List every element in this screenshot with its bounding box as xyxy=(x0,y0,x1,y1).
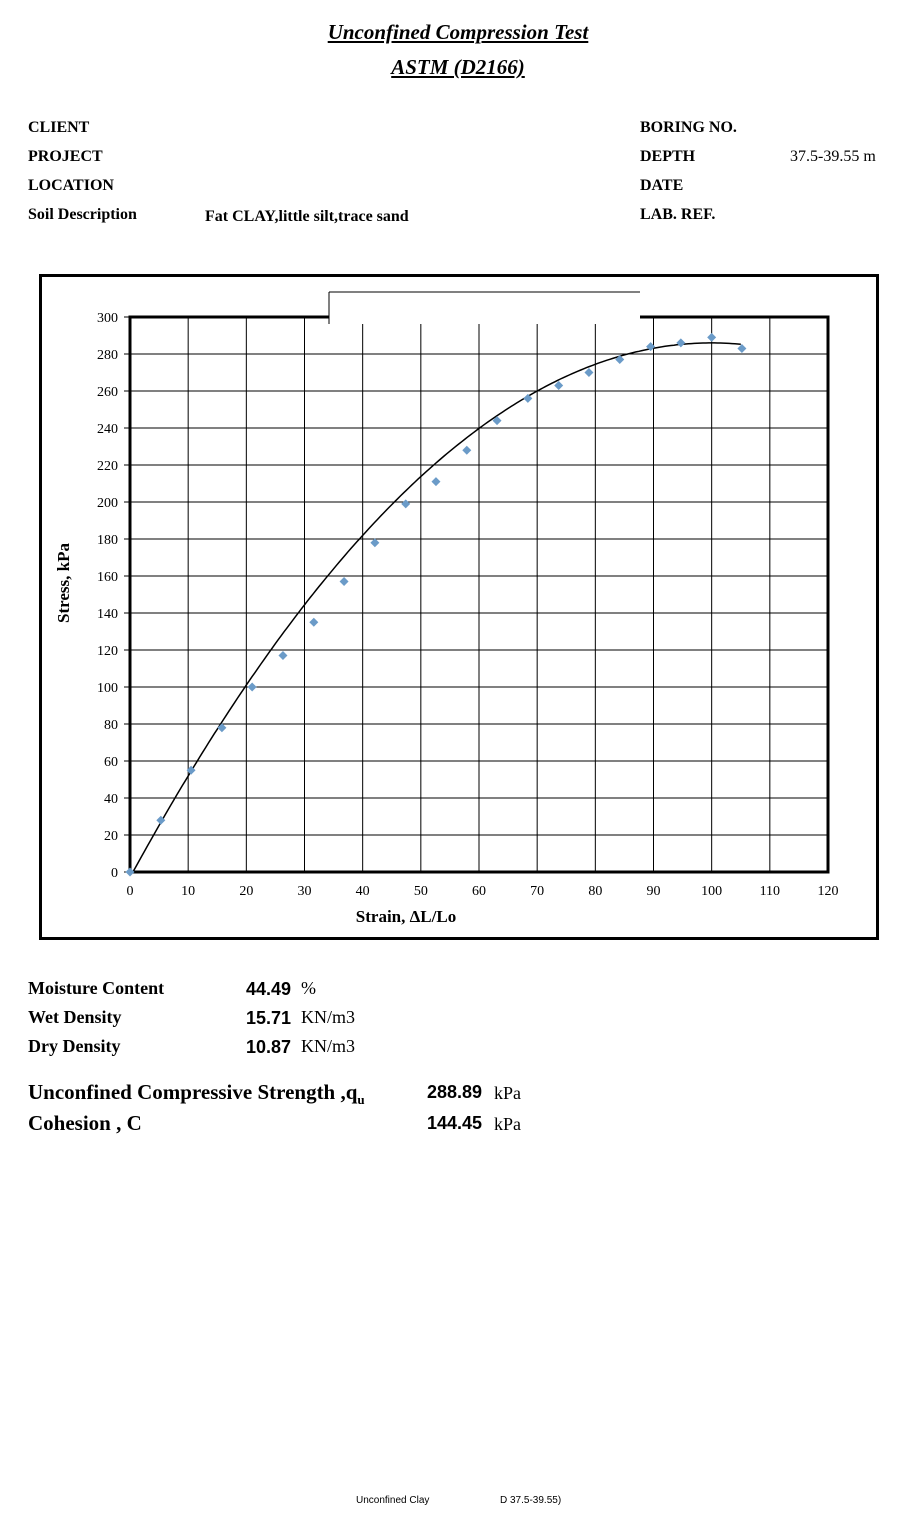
data-point xyxy=(278,651,288,661)
property-value: 10.87 xyxy=(246,1037,292,1057)
cohesion-unit: kPa xyxy=(494,1114,521,1134)
chart-frame xyxy=(39,274,879,940)
data-point xyxy=(401,499,411,509)
property-value: 15.71 xyxy=(246,1008,292,1028)
data-point xyxy=(217,723,227,733)
y-tick-label: 100 xyxy=(97,681,118,696)
property-unit: KN/m3 xyxy=(301,1036,355,1056)
data-point xyxy=(125,867,135,877)
y-tick-label: 80 xyxy=(104,718,118,733)
boring-no-label: BORING NO. xyxy=(640,119,737,136)
y-tick-label: 180 xyxy=(97,533,118,548)
depth-label: DEPTH xyxy=(640,148,696,165)
footer-sheet-name: Unconfined Clay xyxy=(356,1495,430,1506)
soil-description-value: Fat CLAY,little silt,trace sand xyxy=(205,208,409,225)
x-tick-label: 40 xyxy=(356,884,370,899)
y-tick-label: 200 xyxy=(97,496,118,511)
data-point xyxy=(186,765,196,775)
chart-points xyxy=(125,332,747,877)
data-point xyxy=(309,617,319,627)
chart-ticks: 0 10 20 30 40 50 60 70 80 90 100 110 120 0 20 40 60 80 100… xyxy=(97,311,839,899)
y-tick-label: 240 xyxy=(97,422,118,437)
data-point xyxy=(492,416,502,426)
client-label: CLIENT xyxy=(28,119,90,136)
x-tick-label: 0 xyxy=(127,884,134,899)
ucs-value: 288.89 xyxy=(427,1082,483,1102)
x-tick-label: 50 xyxy=(414,884,428,899)
property-label: Moisture Content xyxy=(28,978,165,998)
data-point xyxy=(646,342,656,352)
data-point xyxy=(676,338,686,348)
data-point xyxy=(247,682,257,692)
cohesion-value: 144.45 xyxy=(427,1113,483,1133)
x-tick-label: 70 xyxy=(530,884,544,899)
y-tick-label: 160 xyxy=(97,570,118,585)
data-point xyxy=(156,815,166,825)
x-tick-label: 10 xyxy=(181,884,195,899)
x-tick-label: 30 xyxy=(298,884,312,899)
page-subtitle: ASTM (D2166) xyxy=(391,55,525,79)
chart-title-box xyxy=(329,292,640,324)
stress-strain-chart: 0 10 20 30 40 50 60 70 80 90 100 110 120 0 20 40 60 80 100… xyxy=(54,291,839,926)
page-title: Unconfined Compression Test xyxy=(327,20,589,44)
y-tick-label: 40 xyxy=(104,792,118,807)
x-tick-label: 20 xyxy=(239,884,253,899)
y-tick-label: 120 xyxy=(97,644,118,659)
y-tick-label: 0 xyxy=(111,866,118,881)
y-tick-label: 260 xyxy=(97,385,118,400)
trendline xyxy=(130,342,741,873)
cohesion-label: Cohesion , C xyxy=(28,1111,142,1135)
y-tick-label: 140 xyxy=(97,607,118,622)
y-tick-label: 60 xyxy=(104,755,118,770)
x-axis-label: Strain, ΔL/Lo xyxy=(356,907,456,926)
x-tick-label: 110 xyxy=(760,884,780,899)
x-tick-label: 60 xyxy=(472,884,486,899)
ucs-label: Unconfined Compressive Strength ,qu xyxy=(28,1080,365,1108)
y-tick-label: 220 xyxy=(97,459,118,474)
data-point xyxy=(462,445,472,455)
property-label: Dry Density xyxy=(28,1036,121,1056)
ucs-unit: kPa xyxy=(494,1083,521,1103)
soil-description-label: Soil Description xyxy=(28,206,137,223)
depth-value: 37.5-39.55 m xyxy=(790,148,876,165)
date-label: DATE xyxy=(640,177,684,194)
data-point xyxy=(554,380,564,390)
location-label: LOCATION xyxy=(28,177,114,194)
property-value: 44.49 xyxy=(246,979,292,999)
y-tick-label: 280 xyxy=(97,348,118,363)
y-tick-label: 300 xyxy=(97,311,118,326)
x-tick-label: 120 xyxy=(818,884,839,899)
chart-grid xyxy=(129,316,829,873)
project-label: PROJECT xyxy=(28,148,103,165)
data-point xyxy=(523,393,533,403)
data-point xyxy=(707,332,717,342)
data-point xyxy=(339,577,349,587)
y-axis-label: Stress, kPa xyxy=(54,543,73,623)
data-point xyxy=(370,538,380,548)
data-point xyxy=(584,368,594,377)
data-point xyxy=(615,355,625,365)
property-unit: KN/m3 xyxy=(301,1007,355,1027)
x-tick-label: 90 xyxy=(647,884,661,899)
property-label: Wet Density xyxy=(28,1007,122,1027)
data-point xyxy=(737,343,747,353)
footer-sample-ref: D 37.5-39.55) xyxy=(500,1495,562,1506)
lab-ref-label: LAB. REF. xyxy=(640,206,716,223)
y-tick-label: 20 xyxy=(104,829,118,844)
x-tick-label: 80 xyxy=(588,884,602,899)
x-tick-label: 100 xyxy=(701,884,722,899)
property-unit: % xyxy=(301,978,316,998)
data-point xyxy=(431,477,441,487)
